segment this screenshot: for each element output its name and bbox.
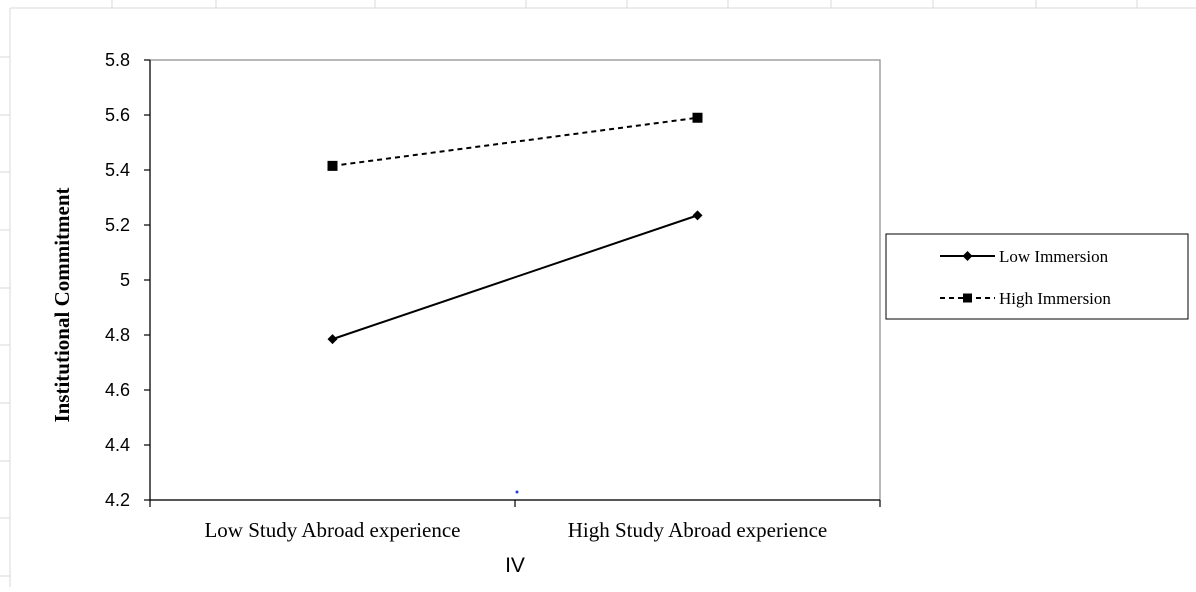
legend-label-low-immersion: Low Immersion: [999, 247, 1109, 266]
stray-dot: [515, 490, 519, 494]
legend-box: [885, 233, 1189, 320]
y-tick-label: 5.8: [105, 50, 130, 70]
y-tick-label: 5: [120, 270, 130, 290]
y-tick-label: 4.8: [105, 325, 130, 345]
y-tick-label: 4.6: [105, 380, 130, 400]
legend-item-low-immersion: Low Immersion: [940, 247, 1109, 266]
legend-item-high-immersion: High Immersion: [940, 289, 1111, 308]
y-ticks: 4.2 4.4 4.6 4.8 5 5.2 5.4 5.6 5.8: [105, 50, 150, 510]
data-point-high-immersion: [692, 112, 703, 123]
x-category-label: High Study Abroad experience: [568, 518, 828, 542]
series-line-low-immersion: [332, 214, 698, 341]
y-tick-label: 5.2: [105, 215, 130, 235]
series-layer: [327, 112, 703, 345]
legend-diamond-marker: [962, 251, 973, 261]
legend-label-high-immersion: High Immersion: [999, 289, 1111, 308]
data-point-low-immersion: [692, 210, 703, 221]
y-tick-label: 4.2: [105, 490, 130, 510]
y-tick-label: 5.6: [105, 105, 130, 125]
legend: Low Immersion High Immersion: [885, 233, 1189, 320]
series-line-high-immersion: [332, 116, 698, 167]
data-point-low-immersion: [327, 334, 338, 345]
y-tick-label: 5.4: [105, 160, 130, 180]
plot-area: [149, 59, 881, 501]
x-category-label: Low Study Abroad experience: [204, 518, 460, 542]
data-point-high-immersion: [327, 160, 338, 171]
x-axis-title: IV: [505, 554, 525, 577]
y-axis-title: Institutional Commitment: [50, 187, 74, 422]
x-ticks: Low Study Abroad experience High Study Ab…: [149, 500, 881, 542]
legend-square-marker: [963, 293, 972, 303]
y-tick-label: 4.4: [105, 435, 130, 455]
